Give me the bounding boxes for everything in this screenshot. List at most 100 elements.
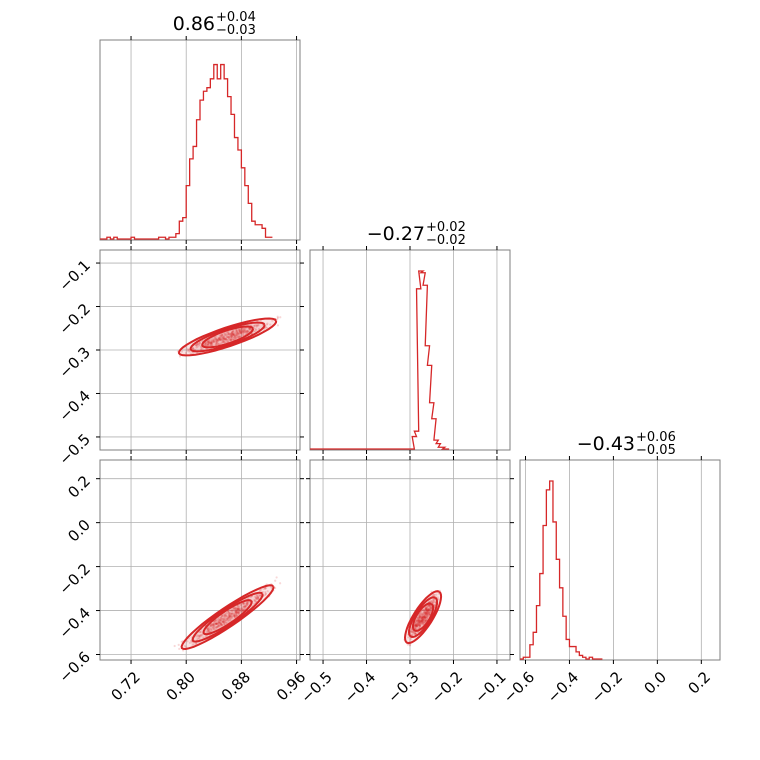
scatter-point xyxy=(238,608,242,611)
hist-bin xyxy=(221,65,224,239)
scatter-point xyxy=(279,582,282,585)
scatter-point xyxy=(216,342,219,345)
scatter-point xyxy=(426,610,429,613)
x-tick-label: 0.80 xyxy=(163,668,199,704)
scatter-point xyxy=(427,609,430,612)
scatter-point xyxy=(427,608,430,611)
scatter-point xyxy=(435,593,438,596)
scatter-point xyxy=(266,590,269,593)
scatter-point xyxy=(229,612,232,615)
scatter-point xyxy=(425,606,428,610)
scatter-point xyxy=(423,612,426,615)
scatter-point xyxy=(222,620,225,623)
scatter-point xyxy=(417,620,420,623)
scatter-point xyxy=(230,335,233,338)
scatter-point xyxy=(222,337,226,340)
y-tick-label: −0.1 xyxy=(56,256,94,294)
scatter-point xyxy=(237,609,241,612)
scatter-point xyxy=(223,337,226,340)
scatter-point xyxy=(424,606,427,609)
scatter-point xyxy=(207,628,210,631)
histogram-1 xyxy=(310,270,450,450)
scatter-point xyxy=(230,337,233,340)
scatter-point xyxy=(426,608,430,611)
scatter-point xyxy=(256,596,259,599)
scatter-point xyxy=(242,602,246,605)
scatter-point xyxy=(212,339,215,342)
scatter-point xyxy=(213,336,216,339)
scatter-point xyxy=(214,335,217,338)
scatter-point xyxy=(425,615,428,618)
scatter-point xyxy=(228,613,231,616)
scatter-point xyxy=(199,634,202,637)
scatter-point xyxy=(415,624,418,627)
scatter-point xyxy=(215,340,218,344)
scatter-point xyxy=(235,613,238,616)
scatter-point xyxy=(425,618,428,621)
scatter-point xyxy=(226,330,230,333)
scatter-point xyxy=(198,634,201,638)
scatter-point xyxy=(225,614,228,618)
scatter-point xyxy=(222,620,225,623)
scatter-point xyxy=(423,616,426,619)
scatter-point xyxy=(204,344,207,347)
scatter-point xyxy=(270,586,273,589)
scatter-point xyxy=(422,609,426,612)
scatter-point xyxy=(240,327,243,330)
scatter-point xyxy=(198,635,201,639)
scatter-point xyxy=(244,329,247,332)
hist-bin xyxy=(207,88,210,239)
scatter-point xyxy=(236,334,239,337)
scatter-point xyxy=(274,579,277,582)
scatter-point xyxy=(428,608,432,611)
scatter-point xyxy=(423,618,426,622)
scatter-point xyxy=(438,589,442,592)
scatter-point xyxy=(417,619,420,623)
scatter-point xyxy=(423,616,426,619)
hist-bin xyxy=(214,65,217,239)
scatter-point xyxy=(235,333,238,336)
scatter-point xyxy=(217,624,220,627)
x-tick-label: −0.4 xyxy=(341,668,379,706)
scatter-point xyxy=(212,623,215,627)
x-tick-label: −0.6 xyxy=(500,668,538,706)
scatter-point xyxy=(214,337,217,340)
scatter-point xyxy=(431,601,434,605)
scatter-point xyxy=(223,622,226,625)
scatter-point xyxy=(256,598,259,601)
scatter-point xyxy=(217,621,220,624)
scatter-point xyxy=(421,615,425,618)
scatter-point xyxy=(255,328,258,331)
scatter-point xyxy=(237,332,240,336)
scatter-point xyxy=(220,619,223,622)
scatter-point xyxy=(230,335,233,339)
scatter-point xyxy=(219,623,223,626)
scatter-point xyxy=(227,340,230,343)
scatter-point xyxy=(237,608,241,611)
panel-hist-0 xyxy=(99,36,301,244)
scatter-point xyxy=(223,621,226,624)
scatter-point xyxy=(232,334,236,337)
scatter-point xyxy=(265,323,268,326)
scatter-point xyxy=(241,332,244,335)
scatter-point xyxy=(227,338,230,341)
scatter-point xyxy=(232,333,236,336)
scatter-point xyxy=(232,332,235,336)
scatter-point xyxy=(195,344,198,347)
scatter-point xyxy=(218,336,222,339)
scatter-point xyxy=(420,615,423,618)
scatter-point xyxy=(415,619,418,622)
scatter-point xyxy=(225,621,228,625)
scatter-point xyxy=(221,340,225,343)
scatter-point xyxy=(255,597,258,600)
scatter-point xyxy=(215,338,218,341)
scatter-point xyxy=(217,623,220,627)
scatter-point xyxy=(229,612,232,615)
scatter-point xyxy=(222,340,226,344)
scatter-point xyxy=(433,604,436,608)
scatter-point xyxy=(229,615,232,618)
scatter-point xyxy=(178,355,182,358)
scatter-point xyxy=(219,338,222,342)
scatter-point xyxy=(254,327,257,331)
scatter-point xyxy=(215,622,218,626)
